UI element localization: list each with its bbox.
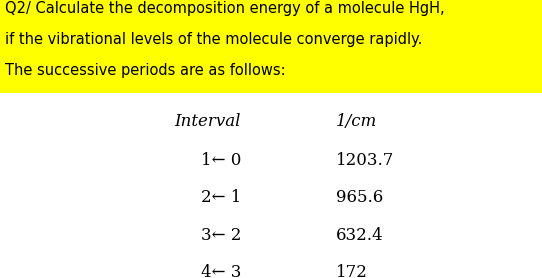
Text: The successive periods are as follows:: The successive periods are as follows: <box>5 63 286 78</box>
Text: 632.4: 632.4 <box>336 227 384 244</box>
Text: if the vibrational levels of the molecule converge rapidly.: if the vibrational levels of the molecul… <box>5 32 423 47</box>
Text: 172: 172 <box>336 264 368 278</box>
Text: Interval: Interval <box>175 113 241 130</box>
Text: 1203.7: 1203.7 <box>336 152 395 168</box>
Text: 4← 3: 4← 3 <box>201 264 241 278</box>
Text: 1/cm: 1/cm <box>336 113 377 130</box>
Text: 2← 1: 2← 1 <box>201 189 241 206</box>
Bar <box>0 0 542 93</box>
Text: 1← 0: 1← 0 <box>201 152 241 168</box>
Text: 3← 2: 3← 2 <box>201 227 241 244</box>
Text: Q2/ Calculate the decomposition energy of a molecule HgH,: Q2/ Calculate the decomposition energy o… <box>5 1 445 16</box>
Text: 965.6: 965.6 <box>336 189 383 206</box>
